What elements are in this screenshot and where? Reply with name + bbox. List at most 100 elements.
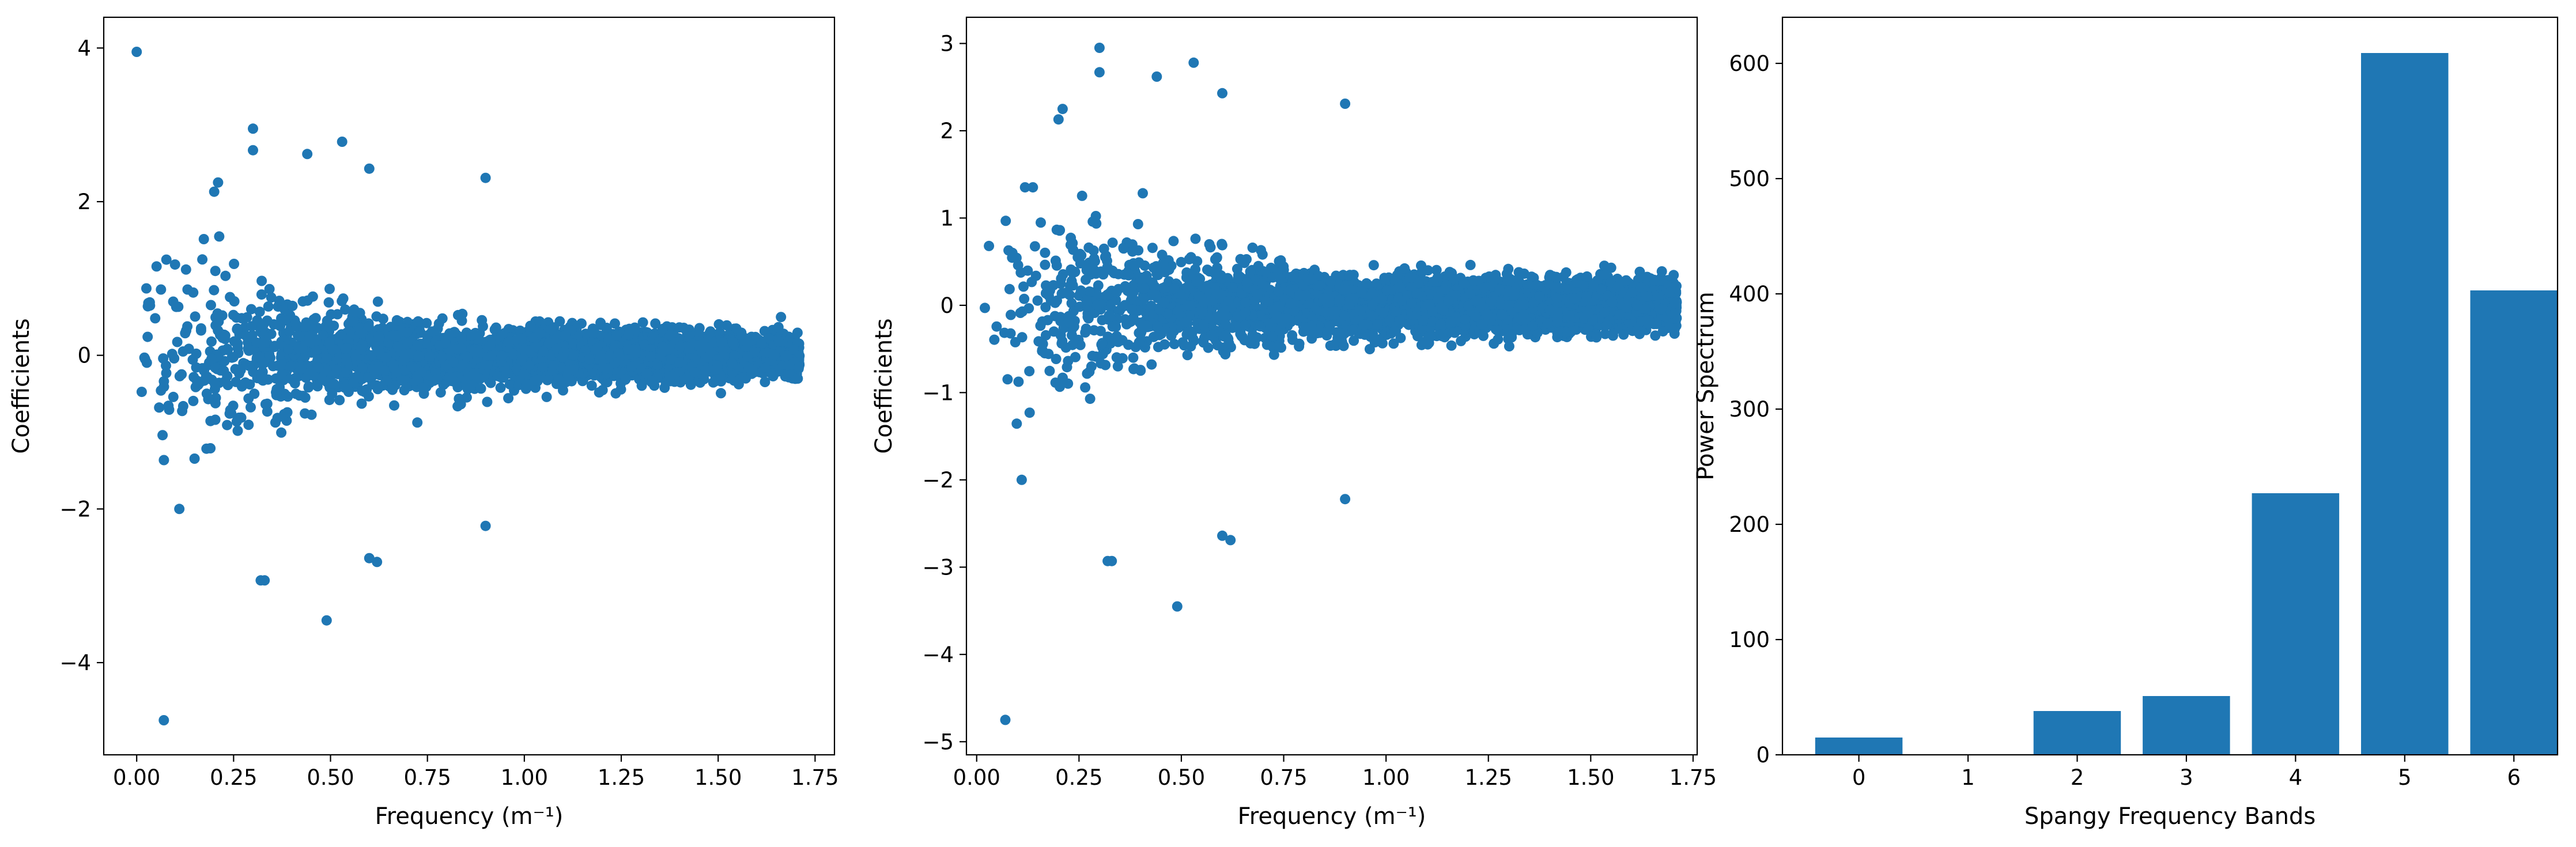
- scatter-point: [306, 409, 317, 420]
- scatter-point: [254, 307, 265, 317]
- x-tick-label: 0.75: [403, 765, 451, 790]
- scatter-point: [209, 186, 220, 197]
- scatter-point: [495, 382, 506, 393]
- scatter-point: [283, 344, 294, 355]
- scatter-point: [243, 393, 254, 404]
- scatter-point: [256, 275, 267, 286]
- scatter-point: [248, 145, 258, 156]
- scatter-point: [387, 384, 398, 395]
- scatter-point: [702, 342, 713, 353]
- scatter-point: [195, 323, 206, 334]
- scatter-point: [546, 324, 557, 335]
- scatter-point: [150, 313, 161, 324]
- scatter-point: [516, 333, 526, 344]
- scatter-point: [560, 330, 571, 341]
- scatter-point: [530, 375, 541, 386]
- scatter-point: [440, 338, 451, 349]
- scatter-point: [456, 343, 467, 354]
- scatter-point: [537, 361, 548, 372]
- scatter-point: [594, 387, 605, 398]
- scatter-point: [232, 343, 243, 354]
- scatter-point: [210, 414, 221, 425]
- scatter-point: [190, 311, 201, 322]
- scatter-point: [341, 343, 352, 354]
- scatter-point: [156, 284, 167, 295]
- scatter-point: [246, 304, 256, 315]
- scatter-point: [287, 300, 298, 311]
- scatter-point: [480, 520, 491, 531]
- scatter-point: [206, 336, 217, 347]
- scatter-point: [601, 323, 612, 333]
- scatter-point: [426, 326, 437, 337]
- scatter-point: [664, 371, 675, 382]
- scatter-point: [1257, 249, 1268, 260]
- scatter-point: [275, 320, 286, 331]
- scatter-point: [586, 380, 597, 391]
- scatter-point: [776, 312, 787, 323]
- scatter-point: [222, 419, 233, 430]
- scatter-point: [174, 504, 185, 515]
- scatter-point: [702, 352, 713, 363]
- scatter-point: [402, 327, 413, 338]
- scatter-point: [542, 375, 553, 385]
- scatter-point: [535, 327, 546, 338]
- scatter-point: [742, 351, 753, 362]
- scatter-point: [158, 376, 169, 387]
- x-tick-label: 0.25: [210, 765, 257, 790]
- scatter-point: [684, 342, 695, 353]
- scatter-point: [412, 417, 423, 428]
- scatter-point: [321, 615, 332, 626]
- scatter-point: [369, 364, 379, 375]
- scatter-point: [206, 300, 216, 311]
- scatter-point: [1051, 354, 1062, 364]
- scatter-point: [177, 400, 188, 411]
- scatter-point: [158, 455, 169, 466]
- y-tick-label: −2: [59, 497, 91, 521]
- scatter-point: [189, 453, 200, 464]
- scatter-point: [266, 292, 277, 303]
- scatter-point: [626, 361, 637, 372]
- scatter-point: [611, 330, 622, 341]
- scatter-point: [379, 365, 390, 376]
- scatter-point: [284, 326, 295, 336]
- scatter-point: [503, 336, 514, 347]
- scatter-point: [246, 321, 257, 332]
- scatter-point: [739, 335, 750, 346]
- scatter-point: [389, 400, 399, 411]
- scatter-point: [210, 379, 221, 390]
- scatter-point: [169, 259, 180, 270]
- scatter-point: [209, 285, 220, 296]
- scatter-point: [413, 316, 424, 327]
- scatter-point: [142, 331, 153, 342]
- scatter-point: [353, 372, 364, 383]
- x-tick-label: 1.75: [791, 765, 838, 790]
- scatter-point: [548, 360, 559, 371]
- scatter-point: [300, 321, 311, 332]
- scatter-point: [794, 361, 804, 372]
- scatter-point: [1070, 266, 1081, 277]
- scatter-point: [727, 336, 738, 347]
- scatter-point: [689, 367, 700, 378]
- scatter-point: [355, 328, 366, 339]
- scatter-point: [519, 368, 530, 379]
- scatter-point: [168, 391, 179, 402]
- scatter-point: [151, 261, 162, 272]
- scatter-point: [245, 402, 256, 413]
- y-tick-label: 4: [77, 36, 91, 60]
- scatter-point: [485, 341, 496, 351]
- scatter-point: [623, 344, 633, 355]
- scatter-points: [131, 47, 805, 725]
- scatter-point: [156, 385, 167, 396]
- scatter-point: [624, 323, 634, 334]
- scatter-point: [220, 334, 231, 345]
- scatter-point: [461, 392, 472, 403]
- scatter-point: [180, 264, 191, 275]
- scatter-point: [424, 351, 435, 362]
- scatter-point: [251, 337, 262, 348]
- scatter-point: [557, 352, 568, 363]
- scatter-point: [260, 399, 271, 410]
- scatter-point: [263, 374, 274, 385]
- scatter-point: [188, 395, 199, 406]
- scatter-point: [496, 350, 507, 361]
- scatter-point: [436, 351, 447, 362]
